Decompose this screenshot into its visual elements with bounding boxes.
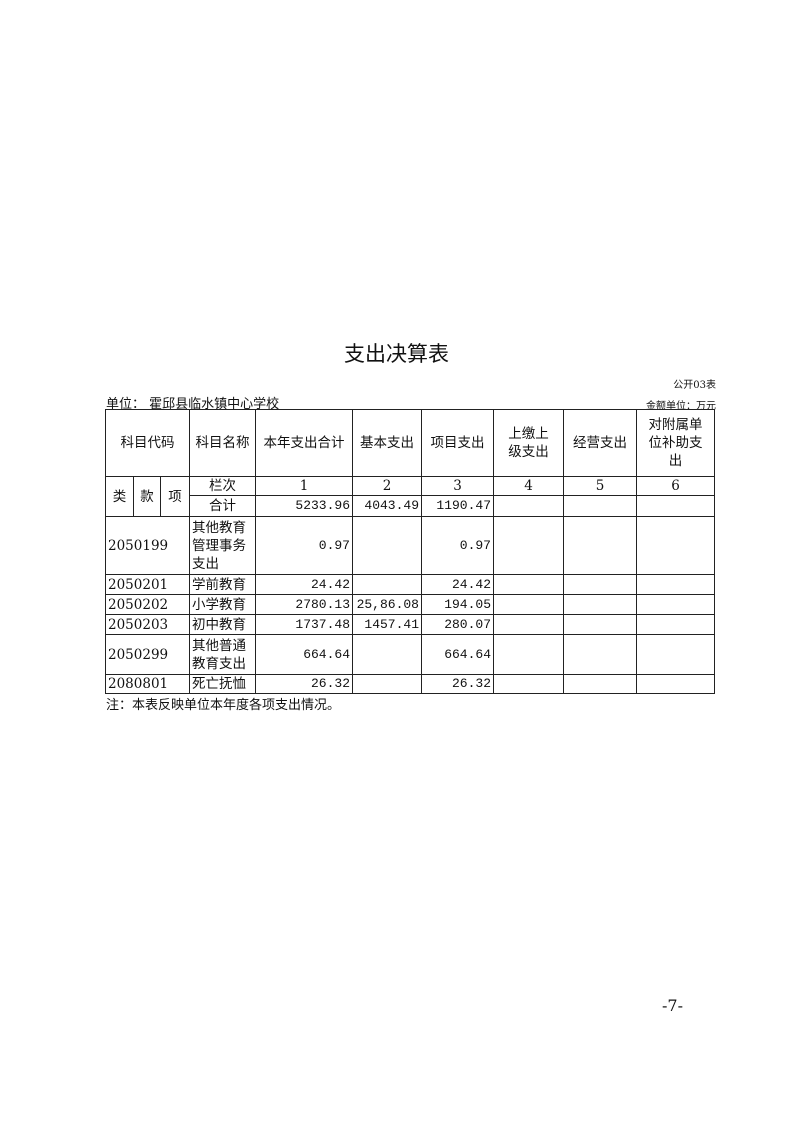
row-name: 初中教育 <box>189 614 256 635</box>
row-code: 2050299 <box>105 634 190 675</box>
row-basic: 25,86.08 <box>352 594 422 615</box>
header-code: 科目代码 <box>105 409 190 477</box>
header-lei: 类 <box>105 476 134 517</box>
row-name: 其他教育管理事务支出 <box>189 516 256 575</box>
row-total: 664.64 <box>255 634 353 675</box>
header-xiang: 项 <box>160 476 190 517</box>
expenditure-table: 科目代码 科目名称 本年支出合计 基本支出 项目支出 上缴上级支出 经营支出 对… <box>105 409 715 694</box>
header-upper: 上缴上级支出 <box>493 409 564 477</box>
row-total: 1737.48 <box>255 614 353 635</box>
sum-row: 合计 5233.96 4043.49 1190.47 <box>106 495 715 517</box>
row-basic <box>352 516 422 575</box>
row-project: 194.05 <box>421 594 494 615</box>
header-business: 经营支出 <box>563 409 637 477</box>
row-name: 小学教育 <box>189 594 256 615</box>
row-basic: 1457.41 <box>352 614 422 635</box>
row-name: 死亡抚恤 <box>189 674 256 694</box>
money-unit: 金额单位：万元 <box>646 401 716 412</box>
row-code: 2050203 <box>105 614 190 635</box>
col-no-6: 6 <box>636 476 715 496</box>
form-number: 公开03表 <box>673 380 716 391</box>
column-no-label: 栏次 <box>189 476 256 496</box>
row-name: 其他普通教育支出 <box>189 634 256 675</box>
page-title: 支出决算表 <box>344 342 449 366</box>
sum-total: 5233.96 <box>255 495 353 517</box>
row-code: 2050201 <box>105 574 190 595</box>
table-row: 2050203 初中教育 1737.48 1457.41 280.07 <box>105 614 715 635</box>
row-code: 2050202 <box>105 594 190 615</box>
row-basic <box>352 574 422 595</box>
table-row: 2080801 死亡抚恤 26.32 26.32 <box>105 674 715 694</box>
row-code: 2050199 <box>105 516 190 575</box>
header-total: 本年支出合计 <box>255 409 353 477</box>
column-number-row: 类 款 项 栏次 1 2 3 4 5 6 <box>105 476 715 517</box>
header-name: 科目名称 <box>189 409 256 477</box>
row-project: 24.42 <box>421 574 494 595</box>
row-total: 2780.13 <box>255 594 353 615</box>
header-subsidy: 对附属单位补助支出 <box>636 409 715 477</box>
row-name: 学前教育 <box>189 574 256 595</box>
row-total: 26.32 <box>255 674 353 694</box>
table-row: 2050202 小学教育 2780.13 25,86.08 194.05 <box>105 594 715 615</box>
sum-label: 合计 <box>189 495 256 517</box>
col-no-4: 4 <box>493 476 564 496</box>
sum-basic: 4043.49 <box>352 495 422 517</box>
row-total: 0.97 <box>255 516 353 575</box>
table-note: 注：本表反映单位本年度各项支出情况。 <box>106 698 341 713</box>
sum-project: 1190.47 <box>421 495 494 517</box>
row-code: 2080801 <box>105 674 190 694</box>
header-kuan: 款 <box>133 476 161 517</box>
table-row: 2050201 学前教育 24.42 24.42 <box>105 574 715 595</box>
header-project: 项目支出 <box>421 409 494 477</box>
page-number: -7- <box>662 996 683 1015</box>
header-basic: 基本支出 <box>352 409 422 477</box>
row-total: 24.42 <box>255 574 353 595</box>
col-no-5: 5 <box>563 476 637 496</box>
row-project: 26.32 <box>421 674 494 694</box>
row-basic <box>352 634 422 675</box>
table-row: 2050299 其他普通教育支出 664.64 664.64 <box>105 634 715 675</box>
col-no-1: 1 <box>255 476 353 496</box>
unit-name: 单位： 霍邱县临水镇中心学校 <box>106 397 280 412</box>
col-no-2: 2 <box>352 476 422 496</box>
row-basic <box>352 674 422 694</box>
col-no-3: 3 <box>421 476 494 496</box>
table-row: 2050199 其他教育管理事务支出 0.97 0.97 <box>105 516 715 575</box>
row-project: 664.64 <box>421 634 494 675</box>
header-row: 科目代码 科目名称 本年支出合计 基本支出 项目支出 上缴上级支出 经营支出 对… <box>105 409 715 477</box>
row-project: 0.97 <box>421 516 494 575</box>
row-project: 280.07 <box>421 614 494 635</box>
